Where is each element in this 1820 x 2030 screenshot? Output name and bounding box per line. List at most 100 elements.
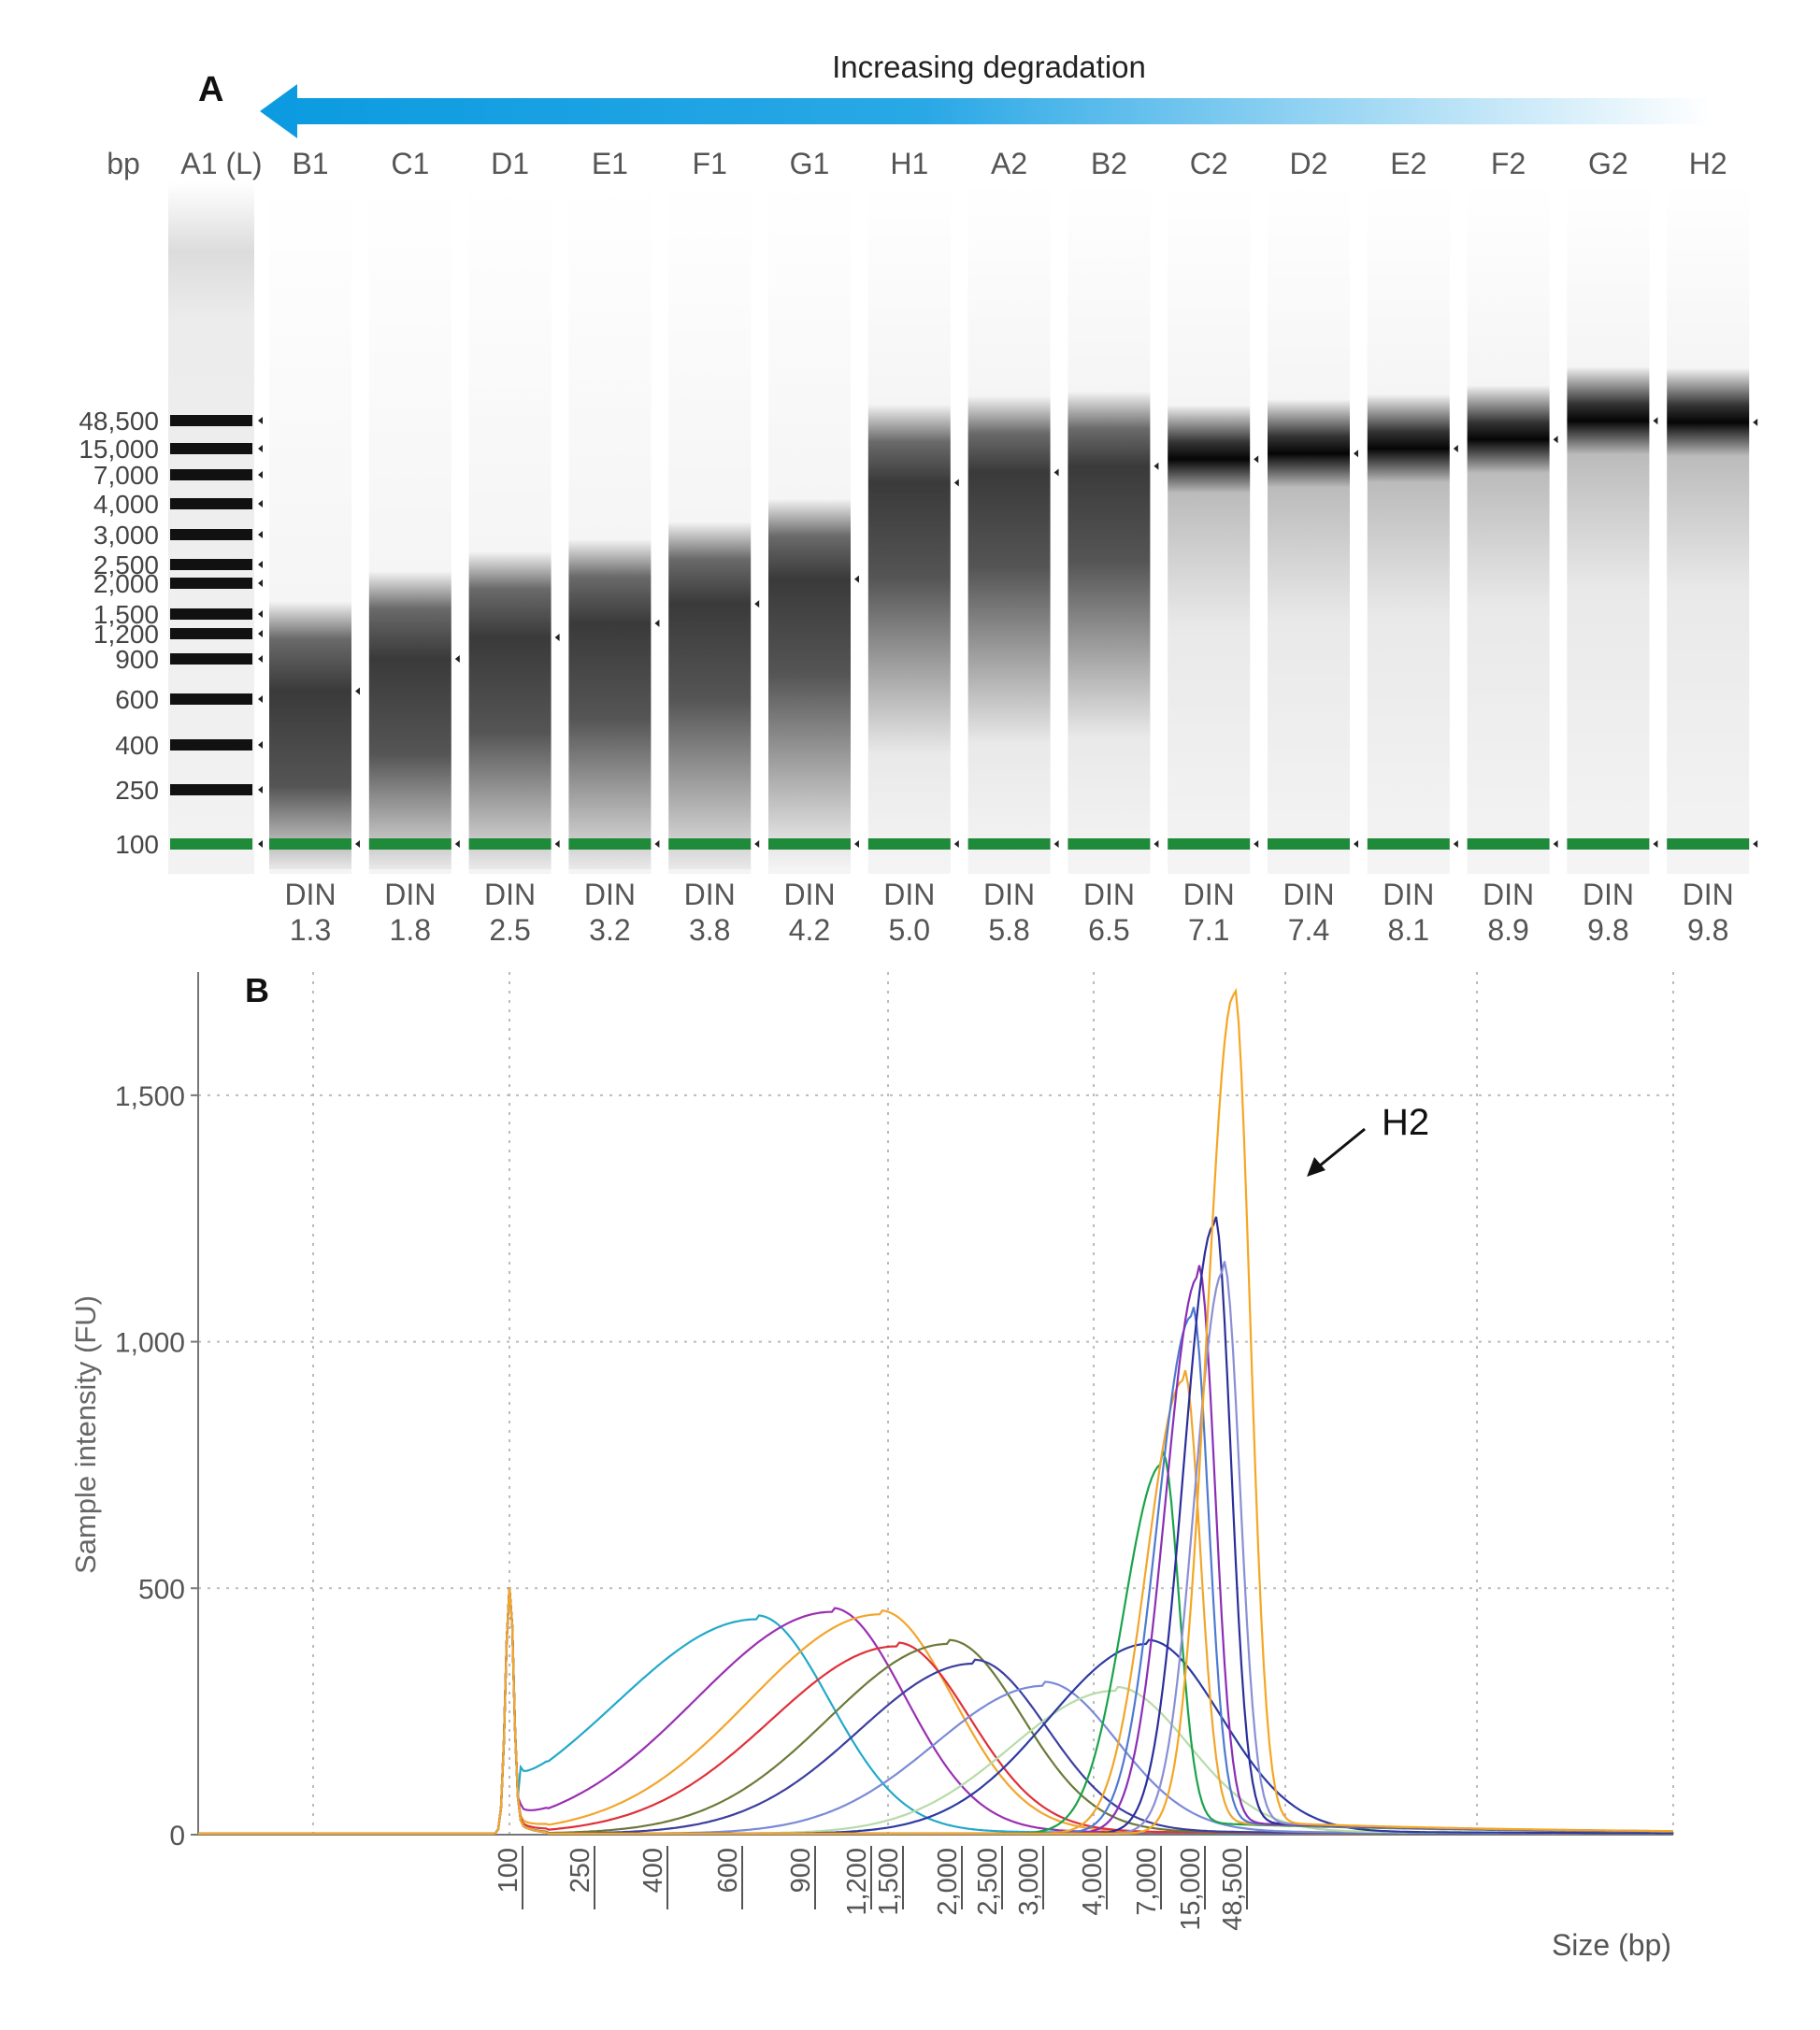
ladder-band — [170, 608, 252, 620]
y-tick-label: 1,500 — [115, 1081, 185, 1112]
panel-b-label: B — [245, 971, 269, 1009]
din-label: DIN — [1683, 878, 1734, 911]
ladder-band — [170, 529, 252, 540]
ladder-band — [170, 784, 252, 795]
trace-line — [198, 1587, 1673, 1836]
ladder-size-label: 250 — [115, 776, 159, 805]
din-value: 7.1 — [1188, 913, 1229, 947]
din-label: DIN — [484, 878, 536, 911]
ladder-size-label: 600 — [115, 685, 159, 714]
trace-line — [198, 1587, 1673, 1836]
peak-tick — [1354, 450, 1358, 458]
ladder-band-tick — [258, 630, 263, 637]
lane-label: B1 — [292, 147, 328, 180]
ladder-band-tick — [258, 500, 263, 508]
ladder-band — [170, 739, 252, 751]
ladder-band-tick — [258, 445, 263, 452]
plot-axes — [197, 972, 1673, 1836]
trace-line — [198, 1448, 1673, 1836]
lane-label: G2 — [1588, 147, 1628, 180]
peak-tick — [654, 619, 660, 627]
lane-label: H2 — [1689, 147, 1727, 180]
lower-marker-band — [668, 838, 752, 850]
din-value: 3.8 — [689, 913, 730, 947]
din-label: DIN — [783, 878, 835, 911]
trace-line — [198, 1216, 1673, 1836]
lane-label: F2 — [1491, 147, 1526, 180]
peak-tick — [1053, 468, 1059, 477]
ladder-band — [170, 443, 252, 454]
lower-marker-band — [1667, 838, 1750, 850]
peak-tick — [854, 575, 859, 583]
ladder-size-label: 4,000 — [93, 490, 159, 519]
marker-tick — [1254, 840, 1259, 848]
trace-line — [198, 1587, 1673, 1836]
peak-tick — [1653, 417, 1658, 425]
peak-tick — [1154, 462, 1159, 470]
din-value: 6.5 — [1088, 913, 1129, 947]
marker-tick — [554, 840, 560, 848]
h2-annotation-arrowhead — [1307, 1157, 1326, 1177]
trace-line — [198, 1261, 1673, 1836]
lower-marker-band — [568, 838, 652, 850]
din-value: 5.8 — [988, 913, 1029, 947]
ladder-band-tick — [258, 610, 263, 618]
lane-smear — [668, 182, 752, 874]
ladder-band — [170, 415, 252, 426]
ladder-band-tick — [258, 579, 263, 587]
din-label: DIN — [1583, 878, 1634, 911]
trace-line — [198, 1587, 1673, 1836]
trace-line — [198, 1265, 1673, 1836]
lower-marker-band — [1567, 838, 1650, 850]
din-value: 2.5 — [489, 913, 530, 947]
y-axis-label: Sample intensity (FU) — [69, 1295, 102, 1574]
din-value: 3.2 — [589, 913, 630, 947]
peak-tick — [1254, 455, 1259, 464]
din-label: DIN — [384, 878, 436, 911]
ladder-band-tick — [258, 840, 263, 848]
y-tick-label: 500 — [138, 1574, 185, 1605]
ladder-size-label: 7,000 — [93, 461, 159, 490]
lane-smear — [368, 182, 451, 874]
peak-tick — [1753, 418, 1758, 426]
lower-marker-band — [1367, 838, 1450, 850]
marker-tick — [754, 840, 760, 848]
lane-label: B2 — [1091, 147, 1127, 180]
lane-smear — [967, 182, 1051, 874]
ladder-band-tick — [258, 741, 263, 749]
din-label: DIN — [284, 878, 336, 911]
ladder-band-tick — [258, 471, 263, 479]
marker-tick — [953, 840, 959, 848]
traces — [198, 987, 1673, 1836]
h2-annotation-arrow — [1313, 1127, 1366, 1172]
lane-smear — [1667, 182, 1750, 874]
ladder-size-label: 100 — [115, 830, 159, 859]
ladder-size-label: 400 — [115, 731, 159, 760]
lane-label: F1 — [693, 147, 727, 180]
lane-label: C1 — [391, 147, 429, 180]
trace-line — [198, 1587, 1673, 1836]
ladder-band — [170, 578, 252, 589]
x-tick-label: 900 — [786, 1848, 816, 1893]
din-value: 7.4 — [1288, 913, 1329, 947]
arrow-label: Increasing degradation — [832, 50, 1146, 84]
x-tick-labels: 100 250 400 600 900 1,200 1,500 2,000 2,500 3,000… — [494, 1846, 1248, 1931]
din-value: 1.8 — [390, 913, 431, 947]
trace-line — [198, 1369, 1673, 1836]
ladder-size-label: 900 — [115, 645, 159, 674]
lower-marker-band — [1068, 838, 1151, 850]
x-tick-label: 100 — [494, 1848, 523, 1893]
lower-marker-band — [1467, 838, 1550, 850]
x-tick-label: 48,500 — [1218, 1848, 1248, 1931]
marker-tick — [1053, 840, 1059, 848]
ladder-band-tick — [258, 561, 263, 568]
lane-smear — [269, 182, 351, 874]
x-tick-label: 2,500 — [973, 1848, 1003, 1916]
ladder-band-tick — [258, 531, 263, 538]
